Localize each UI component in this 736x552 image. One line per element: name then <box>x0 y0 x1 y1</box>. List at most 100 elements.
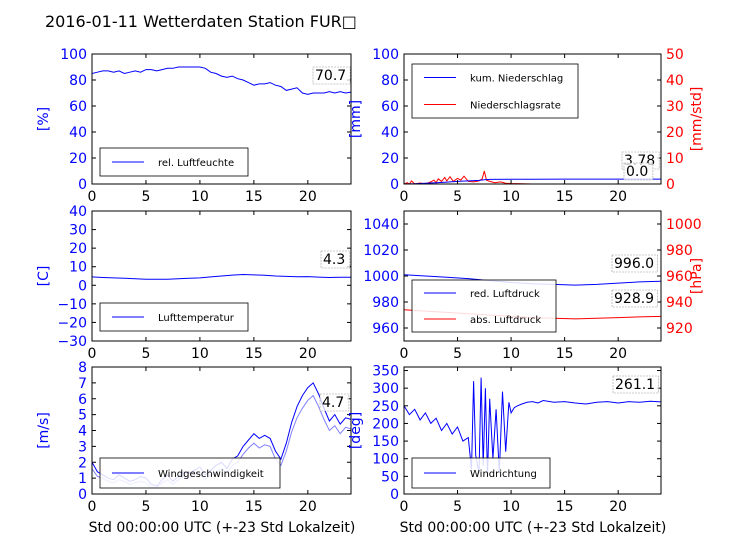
y-tick-label: 40 <box>381 125 399 141</box>
y-tick-label: −10 <box>57 297 87 313</box>
x-tick-label: 5 <box>453 499 462 515</box>
x-tick-label: 15 <box>556 346 574 362</box>
value-label: 4.3 <box>323 252 345 268</box>
x-tick-label: 10 <box>191 189 209 205</box>
chart-wind_direction: 0 5 10 15 20050100150200250300350[deg]Windri… <box>348 364 662 515</box>
x-tick-label: 20 <box>609 499 627 515</box>
value-label-box <box>611 289 658 308</box>
x-tick-label: 15 <box>245 346 263 362</box>
y-tick-label: 20 <box>69 241 87 257</box>
y-tick-label: 1020 <box>363 243 399 259</box>
y-tick-label: −30 <box>57 334 87 350</box>
x-tick-label: 20 <box>299 499 317 515</box>
y-axis-label: [m/s] <box>36 412 52 449</box>
y2-tick-label: 50 <box>666 47 684 63</box>
y2-tick-label: 30 <box>666 99 684 115</box>
y2-tick-label: 0 <box>666 177 675 193</box>
legend-label: Windgeschwindigkeit <box>158 469 264 480</box>
y2-tick-label: 20 <box>666 125 684 141</box>
y-tick-label: 300 <box>372 381 399 397</box>
series-group <box>92 66 351 95</box>
chart-humidity: 0 5 10 15 20 0 20 40 60 80 100 [%] rel. Luftfeuchte 7… <box>36 47 352 205</box>
legend-label: Lufttemperatur <box>158 313 235 324</box>
value-label-box <box>320 250 351 269</box>
y-tick-label: 1000 <box>363 269 399 285</box>
legend-label: rel. Luftfeuchte <box>158 158 234 169</box>
y-tick-label: 8 <box>78 360 87 376</box>
x-axis-label-right: Std 00:00:00 UTC (+-23 Std Lokalzeit) <box>400 520 667 536</box>
chart-temperature: 0 5 10 15 20 −30 −20 −10 0 10 20 30 40 [C] Lufttempera… <box>36 204 352 362</box>
y-tick-label: 350 <box>372 364 399 380</box>
y-tick-label: 100 <box>60 47 87 63</box>
y-axis-label: [mm] <box>348 100 364 138</box>
y-tick-label: 0 <box>390 177 399 193</box>
y-axis-label: [C] <box>36 266 52 287</box>
y-tick-label: −20 <box>57 315 87 331</box>
y-tick-label: 60 <box>381 99 399 115</box>
legend-box <box>411 63 579 119</box>
y-tick-label: 50 <box>381 469 399 485</box>
y2-tick-label: 40 <box>666 73 684 89</box>
y2-tick-label: 1000 <box>666 217 702 233</box>
y2-tick-label: 10 <box>666 151 684 167</box>
y-tick-label: 80 <box>69 73 87 89</box>
series-group <box>404 377 661 477</box>
x-tick-label: 0 <box>400 499 409 515</box>
x-tick-label: 15 <box>556 189 574 205</box>
y-tick-label: 4 <box>78 424 87 440</box>
x-tick-label: 5 <box>141 499 150 515</box>
x-tick-label: 10 <box>502 499 520 515</box>
legend-label: kum. Niederschlag <box>470 74 563 85</box>
y-tick-label: 980 <box>372 295 399 311</box>
y2-tick-label: 940 <box>666 295 693 311</box>
y-tick-label: 80 <box>381 73 399 89</box>
y-tick-label: 150 <box>372 434 399 450</box>
legend-box <box>411 279 557 333</box>
legend-label: Niederschlagsrate <box>470 101 561 112</box>
y-tick-label: 0 <box>78 177 87 193</box>
chart-pressure: 0 5 10 15 20 960 980 1000 1020 1040 920 940 960 980 10… <box>363 210 705 362</box>
x-tick-label: 5 <box>141 346 150 362</box>
y-tick-label: 5 <box>78 408 87 424</box>
y-axis-label: [%] <box>36 107 52 131</box>
value-label: 261.1 <box>615 377 655 393</box>
chart-precipitation: 0 5 10 15 20 0 20 40 60 80 100 0 10 20 30 40 50 [mm/std] [… <box>348 47 705 205</box>
value-label: 0.0 <box>626 164 648 180</box>
x-tick-label: 10 <box>502 189 520 205</box>
y-axis-label: [deg] <box>348 412 364 449</box>
x-tick-label: 0 <box>88 499 97 515</box>
value-label-box <box>612 375 659 394</box>
x-tick-label: 5 <box>141 189 150 205</box>
chart-wind_speed: 0 5 10 15 20012345678[m/s]Windgeschwindigkei… <box>36 360 352 515</box>
figure-title: 2016-01-11 Wetterdaten Station FUR□ <box>45 12 357 31</box>
y-tick-label: 200 <box>372 416 399 432</box>
series-line-lufttemperatur <box>92 273 351 280</box>
series-group <box>404 170 661 184</box>
y2-axis-label: [hPa] <box>689 258 705 294</box>
plot-frame <box>403 53 662 185</box>
y-tick-label: 100 <box>372 47 399 63</box>
x-tick-label: 0 <box>88 346 97 362</box>
value-label-box <box>319 393 350 412</box>
y-tick-label: 20 <box>69 151 87 167</box>
y-tick-label: 30 <box>69 223 87 239</box>
y-tick-label: 2 <box>78 455 87 471</box>
value-label-box <box>611 254 658 273</box>
value-label-box <box>312 66 351 85</box>
legend-label: Windrichtung <box>470 469 537 480</box>
legend-label: red. Luftdruck <box>470 289 540 300</box>
x-tick-label: 15 <box>245 189 263 205</box>
plot-frame <box>91 210 352 342</box>
x-tick-label: 5 <box>453 346 462 362</box>
value-label-box <box>623 162 654 181</box>
plot-frame <box>403 366 662 495</box>
y-tick-label: 40 <box>69 125 87 141</box>
y-tick-label: 0 <box>78 278 87 294</box>
y2-tick-label: 960 <box>666 269 693 285</box>
x-tick-label: 0 <box>400 346 409 362</box>
y-tick-label: 960 <box>372 321 399 337</box>
value-label: 928.9 <box>614 291 654 307</box>
x-tick-label: 20 <box>299 346 317 362</box>
series-line-windrichtung <box>404 377 661 477</box>
